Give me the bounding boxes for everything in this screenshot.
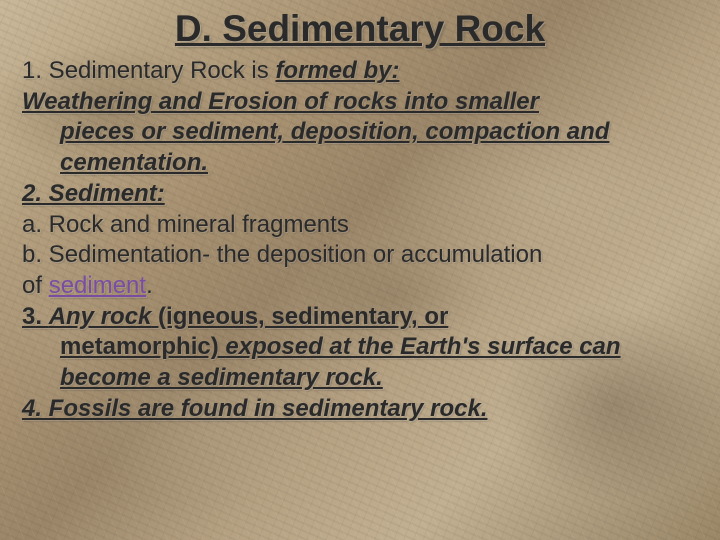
- text-emphasis: formed by:: [275, 57, 399, 84]
- text-italic: Any rock: [49, 303, 152, 330]
- point-2-heading: 2. Sediment:: [22, 179, 698, 210]
- text: .: [146, 272, 153, 299]
- text: 3.: [22, 303, 49, 330]
- sediment-link[interactable]: sediment: [49, 272, 146, 299]
- text: 1. Sedimentary Rock is: [22, 57, 275, 84]
- text: of: [22, 272, 49, 299]
- point-2b-line-1: b. Sedimentation- the deposition or accu…: [22, 240, 698, 271]
- slide-content: D. Sedimentary Rock 1. Sedimentary Rock …: [0, 0, 720, 435]
- point-1-line-4: cementation.: [22, 148, 698, 179]
- point-3-line-3: become a sedimentary rock.: [22, 363, 698, 394]
- point-1-line-2: Weathering and Erosion of rocks into sma…: [22, 87, 698, 118]
- point-2b-line-2: of sediment.: [22, 271, 698, 302]
- point-3-line-1: 3. Any rock (igneous, sedimentary, or: [22, 302, 698, 333]
- point-3-line-2: metamorphic) exposed at the Earth's surf…: [22, 332, 698, 363]
- point-1-line-1: 1. Sedimentary Rock is formed by:: [22, 56, 698, 87]
- text: metamorphic): [60, 333, 225, 360]
- text-italic: exposed at the Earth's surface can: [225, 333, 620, 360]
- text: (igneous, sedimentary, or: [151, 303, 448, 330]
- point-1-line-3: pieces or sediment, deposition, compacti…: [22, 117, 698, 148]
- slide-title: D. Sedimentary Rock: [22, 8, 698, 50]
- point-4: 4. Fossils are found in sedimentary rock…: [22, 394, 698, 425]
- point-2a: a. Rock and mineral fragments: [22, 210, 698, 241]
